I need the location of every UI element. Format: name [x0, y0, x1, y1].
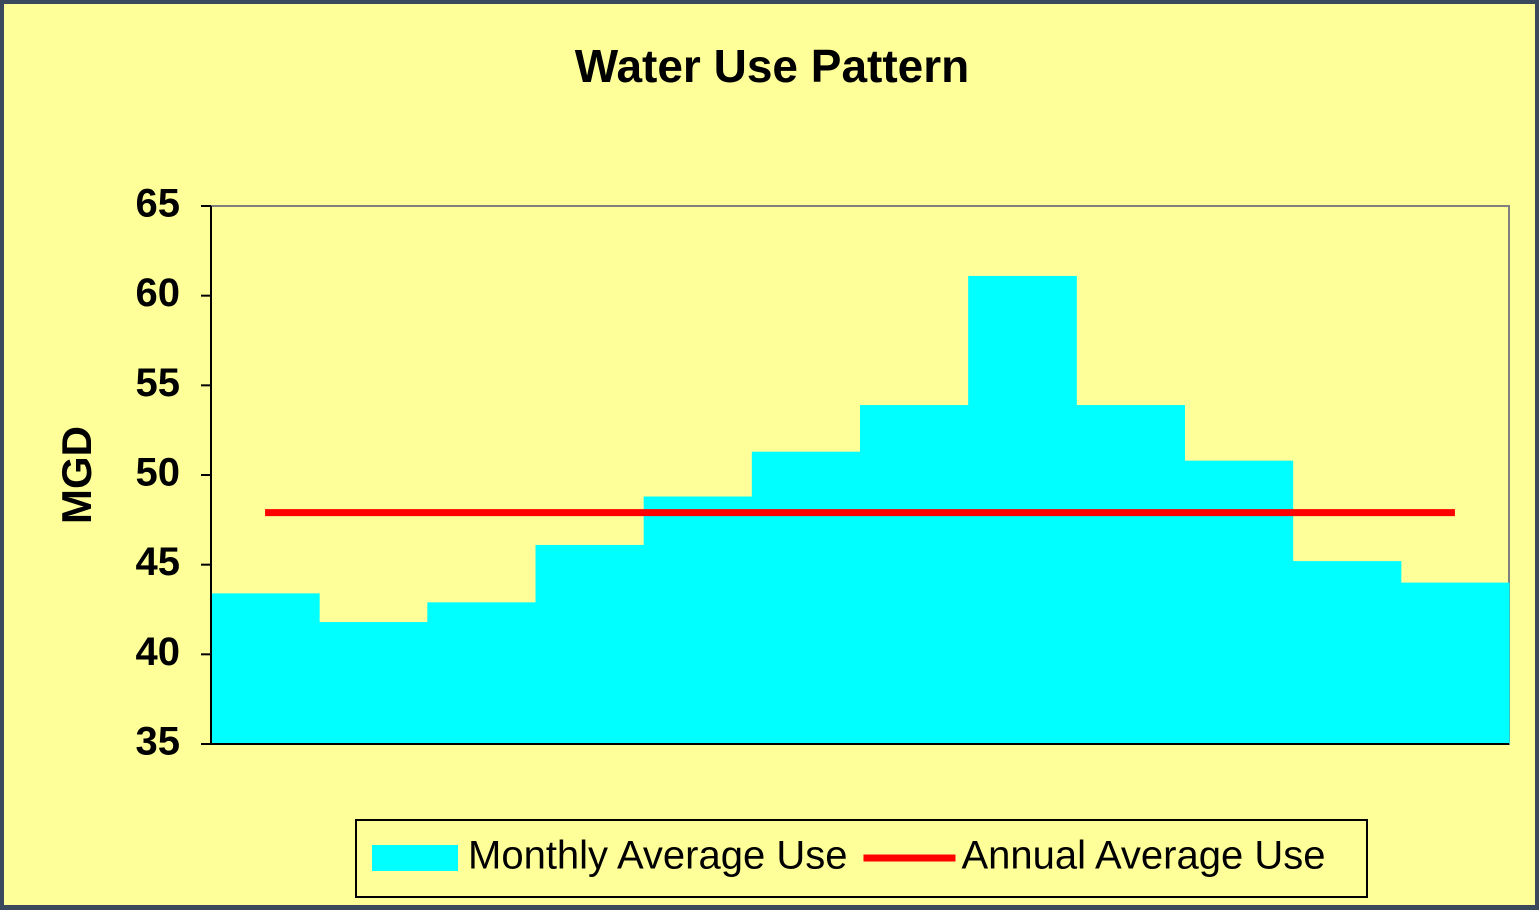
y-tick-label: 60 [136, 271, 181, 315]
bar [1076, 405, 1185, 744]
bar [535, 544, 645, 744]
y-tick-label: 50 [136, 451, 181, 495]
bar [1400, 582, 1510, 744]
y-tick-label: 45 [136, 540, 181, 584]
legend-swatch [372, 845, 458, 871]
bar [427, 602, 536, 744]
bar [860, 405, 969, 744]
bar [1184, 460, 1294, 744]
legend-label: Monthly Average Use [468, 834, 847, 878]
bar [751, 451, 861, 744]
bar [211, 593, 320, 744]
y-tick-label: 65 [136, 182, 181, 226]
bar [1292, 561, 1402, 744]
y-tick-label: 40 [136, 630, 181, 674]
bar [319, 622, 428, 744]
y-axis-label: MGD [53, 426, 100, 524]
legend-label: Annual Average Use [961, 834, 1325, 878]
legend-box [355, 819, 1368, 898]
y-tick-label: 55 [136, 361, 181, 405]
y-tick-label: 35 [136, 720, 181, 764]
bar [643, 496, 753, 744]
chart-title: Water Use Pattern [575, 40, 970, 92]
